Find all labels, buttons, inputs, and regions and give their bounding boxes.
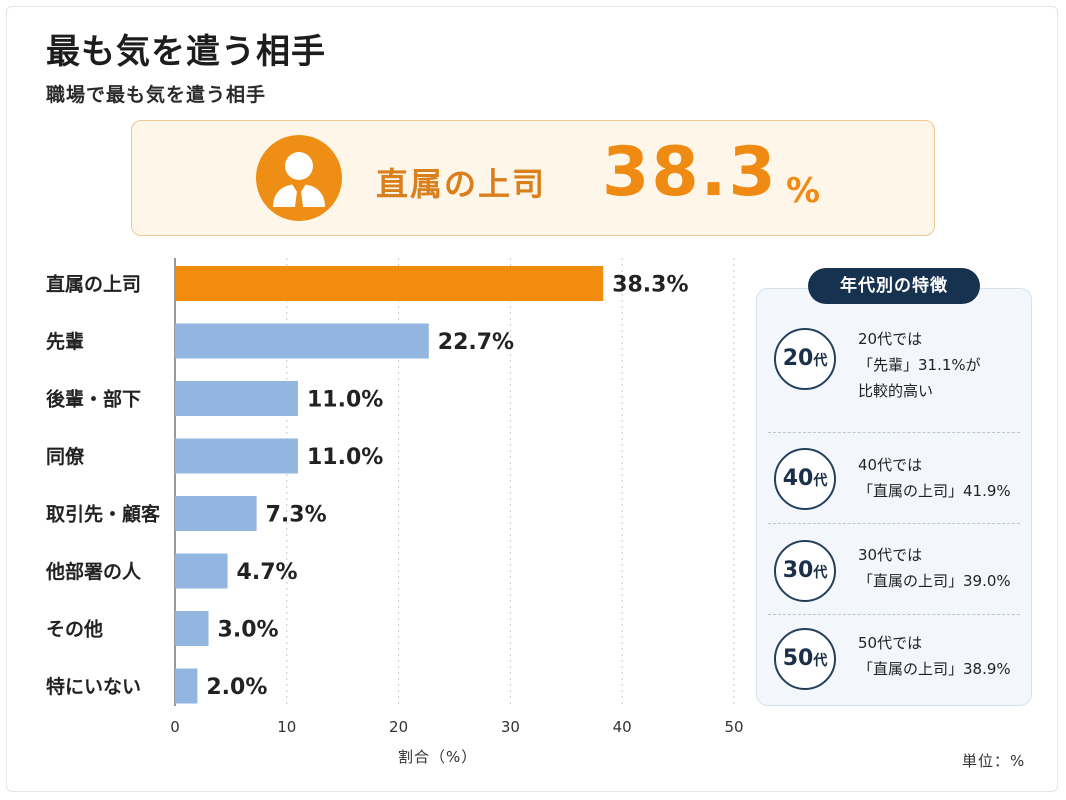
data-label: 11.0% [307, 445, 383, 470]
data-label: 2.0% [206, 675, 267, 700]
age-note: 40代では 「直属の上司」41.9% [858, 456, 1011, 500]
category-label: 先輩 [46, 330, 84, 353]
divider [768, 523, 1020, 524]
bar [175, 668, 198, 704]
highlight-box: 直属の上司 38.3 % [131, 120, 935, 236]
age-note: 50代では 「直属の上司」38.9% [858, 634, 1011, 678]
highlight-unit: % [786, 171, 821, 211]
x-axis-title: 割合（%） [398, 748, 478, 766]
highlight-value: 38.3 [602, 133, 778, 212]
data-label: 7.3% [266, 503, 327, 528]
x-tick-label: 40 [613, 718, 632, 736]
age-badge: 40代 [774, 448, 836, 510]
category-label: 特にいない [46, 676, 141, 698]
figure-frame [6, 6, 1058, 792]
age-badge: 20代 [774, 328, 836, 390]
bar [175, 323, 429, 359]
age-note: 20代では 「先輩」31.1%が 比較的高い [858, 330, 981, 400]
age-badge: 30代 [774, 540, 836, 602]
unit-note: 単位：% [962, 752, 1026, 770]
age-note: 30代では 「直属の上司」39.0% [858, 546, 1011, 590]
data-label: 38.3% [612, 273, 688, 298]
highlight-label: 直属の上司 [376, 165, 547, 203]
data-label: 11.0% [307, 388, 383, 413]
category-label: 取引先・顧客 [46, 503, 161, 526]
data-label: 4.7% [237, 560, 298, 585]
bar [175, 266, 604, 301]
category-label: その他 [46, 618, 103, 641]
category-label: 後輩・部下 [46, 388, 141, 411]
category-label: 同僚 [46, 445, 85, 468]
page-subtitle: 職場で最も気を遣う相手 [46, 84, 267, 106]
data-label: 22.7% [438, 330, 514, 355]
divider [768, 432, 1020, 433]
person-suit-icon [256, 135, 342, 221]
x-tick-label: 0 [170, 718, 180, 736]
page-title: 最も気を遣う相手 [46, 32, 326, 72]
bar [175, 381, 298, 416]
x-tick-label: 50 [724, 718, 743, 736]
x-tick-label: 20 [389, 718, 408, 736]
bar [175, 553, 228, 589]
category-label: 他部署の人 [45, 560, 142, 583]
age-panel-header: 年代別の特徴 [808, 268, 980, 304]
x-tick-label: 10 [277, 718, 296, 736]
bar [175, 611, 209, 646]
divider [768, 614, 1020, 615]
bar-chart: 0 10 20 30 40 50 直属の上司 38.3% 先輩 22.7% 後輩・部下 11.0% 同僚… [45, 258, 744, 736]
category-label: 直属の上司 [46, 273, 141, 296]
x-tick-label: 30 [501, 718, 520, 736]
bar [175, 438, 298, 474]
bar [175, 496, 257, 531]
age-badge: 50代 [774, 628, 836, 690]
data-label: 3.0% [218, 618, 279, 643]
